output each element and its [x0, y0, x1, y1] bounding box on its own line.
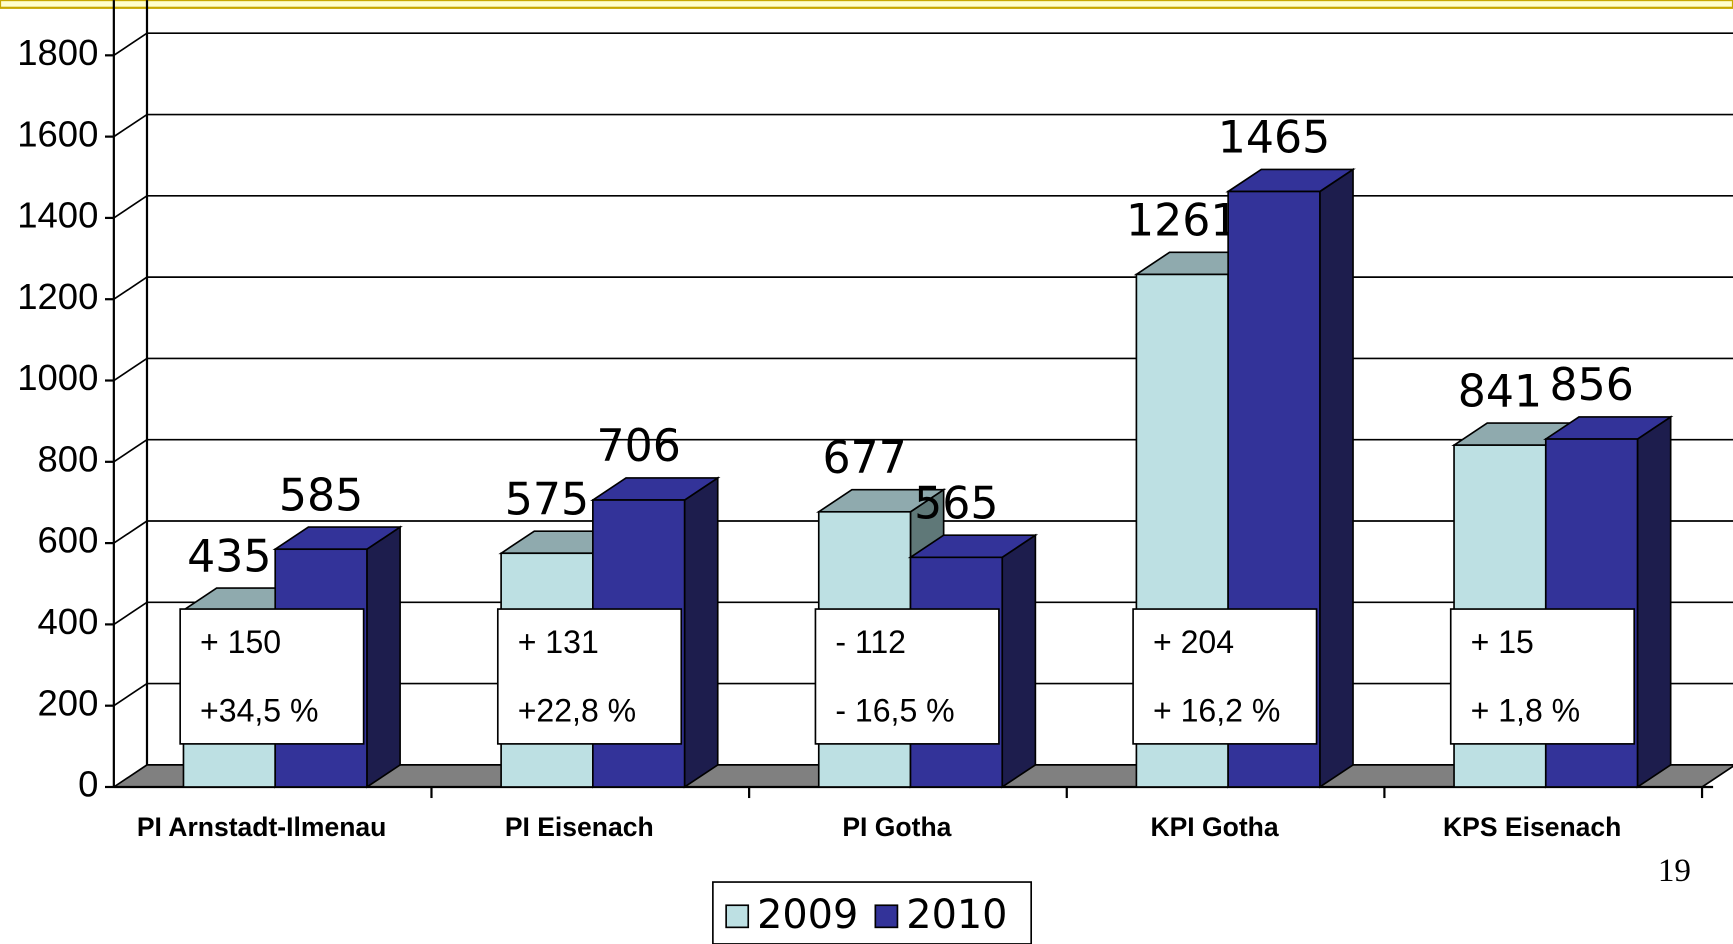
y-tick-label: 1400: [17, 195, 98, 236]
value-label: 677: [822, 433, 906, 484]
y-tick-label: 1600: [17, 113, 98, 154]
value-label: 565: [914, 478, 998, 529]
header-strip: [0, 0, 1733, 9]
annotation-box: [1449, 608, 1636, 745]
annotation-text: + 131: [518, 624, 599, 660]
grid-line: [113, 520, 148, 544]
y-tick-label: 0: [78, 764, 98, 805]
value-label: 841: [1458, 366, 1542, 417]
annotation-box: [814, 608, 1000, 745]
page-number: 19: [1658, 852, 1691, 889]
grid-line: [113, 601, 148, 626]
x-tick-label: KPI Gotha: [1150, 812, 1278, 842]
y-tick-label: 400: [38, 601, 99, 642]
annotation-text: +34,5 %: [200, 692, 319, 728]
y-tick-label: 1000: [17, 357, 98, 398]
value-label: 856: [1549, 360, 1633, 411]
grid-line: [113, 439, 148, 463]
y-tick-label: 1800: [17, 32, 98, 73]
legend-label: 2009: [757, 892, 858, 938]
legend-swatch: [874, 904, 899, 929]
annotation-box: [1132, 608, 1318, 745]
bar-side: [1319, 167, 1354, 789]
legend-label: 2010: [906, 892, 1007, 938]
value-label: 1261: [1126, 196, 1238, 247]
annotation-text: - 16,5 %: [835, 692, 954, 728]
y-tick-label: 800: [38, 438, 99, 479]
annotation-text: + 204: [1153, 624, 1234, 660]
y-tick-label: 1200: [17, 276, 98, 317]
value-label: 435: [187, 531, 271, 582]
value-label: 575: [505, 474, 589, 525]
legend-swatch: [725, 904, 750, 929]
grid-line: [113, 195, 148, 219]
annotation-text: + 15: [1471, 624, 1534, 660]
bar-side: [366, 525, 401, 789]
value-label: 585: [279, 470, 363, 521]
grid-line: [113, 276, 148, 300]
bar-side: [683, 476, 719, 789]
grid-line: [113, 357, 148, 382]
annotation-text: +22,8 %: [518, 692, 637, 728]
y-tick-label: 600: [38, 520, 99, 561]
grid-line: [113, 113, 148, 138]
grid-line: [113, 32, 148, 57]
bar-side: [1001, 533, 1037, 789]
x-tick-label: PI Eisenach: [505, 812, 654, 842]
x-tick-label: PI Gotha: [842, 812, 951, 842]
bar-side: [1636, 415, 1672, 789]
annotation-box: [496, 608, 683, 745]
annotation-box: [179, 608, 365, 745]
x-tick-label: KPS Eisenach: [1443, 812, 1621, 842]
value-label: 706: [597, 421, 681, 472]
value-label: 1465: [1218, 113, 1330, 164]
annotation-text: + 1,8 %: [1471, 692, 1581, 728]
annotation-text: - 112: [835, 624, 906, 660]
annotation-text: + 150: [200, 624, 281, 660]
y-tick-label: 200: [38, 682, 99, 723]
annotation-text: + 16,2 %: [1153, 692, 1280, 728]
x-tick-label: PI Arnstadt-Ilmenau: [137, 812, 386, 842]
grid-line: [113, 682, 148, 707]
